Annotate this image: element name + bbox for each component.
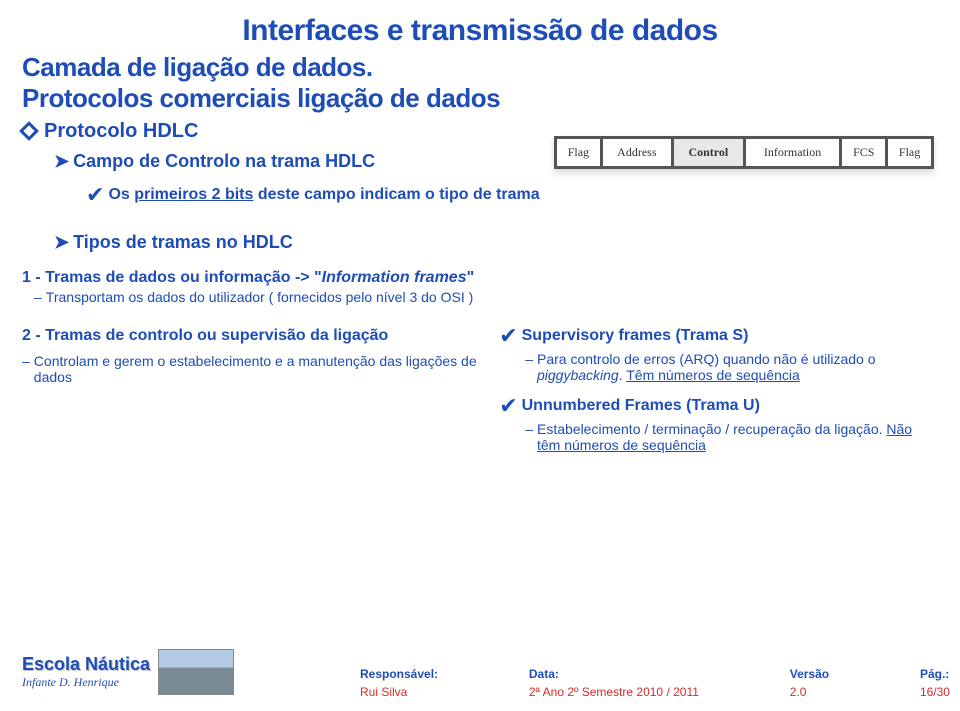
protocol-label: Protocolo HDLC (44, 120, 198, 143)
check-icon: ✔ (499, 327, 517, 345)
frame-cell: Control (672, 138, 744, 168)
control-field-label: Campo de Controlo na trama HDLC (73, 151, 375, 172)
supervisory-title: Supervisory frames (Trama S) (522, 327, 749, 345)
frames2-sub: Controlam e gerem o estabelecimento e a … (34, 353, 499, 385)
slide-title: Interfaces e transmissão de dados (0, 0, 960, 48)
bits-indicate-text: Os primeiros 2 bits deste campo indicam … (108, 186, 539, 204)
versao-label: Versão (790, 667, 829, 681)
arrow-icon: ➤ (54, 232, 69, 253)
frames1-prefix: 1 - Tramas de dados ou informação -> " (22, 269, 322, 286)
unnumbered-sub: Estabelecimento / terminação / recuperaç… (537, 421, 936, 453)
footer-logo: Escola Náutica Infante D. Henrique (22, 649, 234, 695)
responsavel-label: Responsável: (360, 667, 438, 681)
logo-photo (158, 649, 234, 695)
unnumbered-title: Unnumbered Frames (Trama U) (522, 397, 760, 415)
frames2-title: 2 - Tramas de controlo ou supervisão da … (22, 327, 499, 345)
logo-main: Escola Náutica (22, 654, 150, 675)
bits-underline: primeiros 2 bits (134, 186, 253, 203)
frame-cell: Flag (556, 138, 602, 168)
dash-icon: – (34, 289, 42, 305)
bits-prefix: Os (108, 186, 134, 203)
frame-cell: Flag (887, 138, 933, 168)
check-icon: ✔ (86, 186, 104, 204)
supervisory-sub-prefix: Para controlo de erros (ARQ) quando não … (537, 351, 876, 367)
section-heading-1: Camada de ligação de dados. (0, 52, 960, 83)
supervisory-sub: Para controlo de erros (ARQ) quando não … (537, 351, 936, 383)
frame-types-title: Tipos de tramas no HDLC (73, 232, 293, 253)
frame-cell: FCS (841, 138, 887, 168)
bits-suffix: deste campo indicam o tipo de trama (253, 186, 539, 203)
supervisory-sub-italic: piggybacking (537, 367, 619, 383)
frame-cell: Information (744, 138, 841, 168)
check-icon: ✔ (499, 397, 517, 415)
versao-value: 2.0 (790, 685, 829, 699)
pag-label: Pág.: (920, 667, 950, 681)
frames1-sub: Transportam os dados do utilizador ( for… (46, 289, 473, 305)
responsavel-value: Rui Silva (360, 685, 438, 699)
frames1-italic: Information frames (322, 269, 467, 286)
section-heading-2: Protocolos comerciais ligação de dados (0, 83, 960, 114)
diamond-icon (19, 121, 39, 141)
unnumbered-sub-text: Estabelecimento / terminação / recuperaç… (537, 421, 886, 437)
data-value: 2ª Ano 2º Semestre 2010 / 2011 (529, 685, 699, 699)
data-label: Data: (529, 667, 699, 681)
footer-fields: Responsável: Rui Silva Data: 2ª Ano 2º S… (360, 667, 950, 699)
supervisory-sub-ul: Têm números de sequência (626, 367, 800, 383)
dash-icon: – (525, 351, 533, 367)
pag-value: 16/30 (920, 685, 950, 699)
logo-sub: Infante D. Henrique (22, 675, 150, 690)
frames1-title: 1 - Tramas de dados ou informação -> "In… (22, 269, 960, 287)
frame-cell: Address (601, 138, 672, 168)
arrow-icon: ➤ (54, 151, 69, 172)
dash-icon: – (525, 421, 533, 437)
hdlc-frame-table: FlagAddressControlInformationFCSFlag (554, 136, 934, 169)
dash-icon: – (22, 353, 30, 369)
slide-footer: Escola Náutica Infante D. Henrique Respo… (0, 641, 960, 711)
frames1-suffix: " (467, 269, 475, 286)
